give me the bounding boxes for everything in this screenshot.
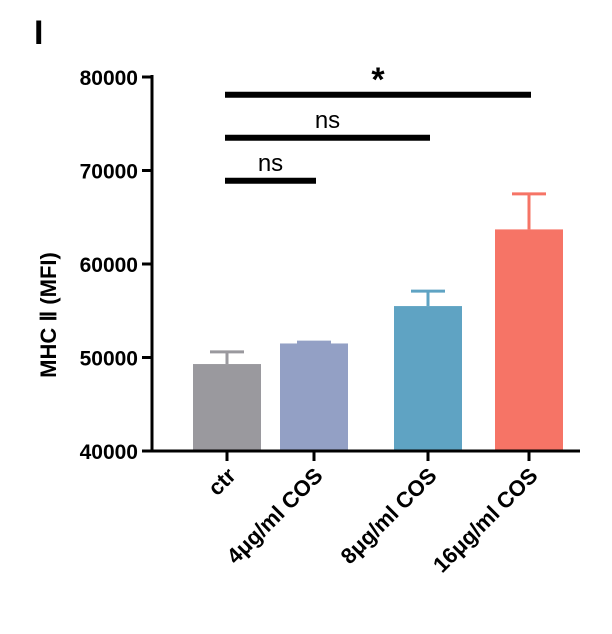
y-tick-label-1: 50000 [80,348,138,371]
significance-label-2: * [371,61,385,99]
bar-1 [280,343,348,451]
x-tick-label-0: ctr [203,463,241,501]
x-tick-label-2: 8μg/ml COS [336,463,442,569]
bar-0 [193,364,261,451]
panel-label: I [34,14,43,52]
y-tick-label-4: 80000 [80,67,138,90]
bar-2 [394,306,462,451]
significance-label-0: ns [258,150,283,177]
y-ticks-group: 40000 50000 60000 70000 80000 [80,67,152,464]
x-tick-label-3: 16μg/ml COS [428,463,543,578]
y-tick-label-0: 40000 [80,441,138,464]
significance-group: ns ns * [225,61,531,184]
bar-3 [495,229,563,451]
error-bars-group [210,192,546,365]
significance-label-1: ns [315,107,340,134]
bars-group [193,229,563,451]
y-tick-label-2: 60000 [80,254,138,277]
y-axis-label: MHC Ⅱ (MFI) [36,252,61,378]
y-tick-label-3: 70000 [80,161,138,184]
